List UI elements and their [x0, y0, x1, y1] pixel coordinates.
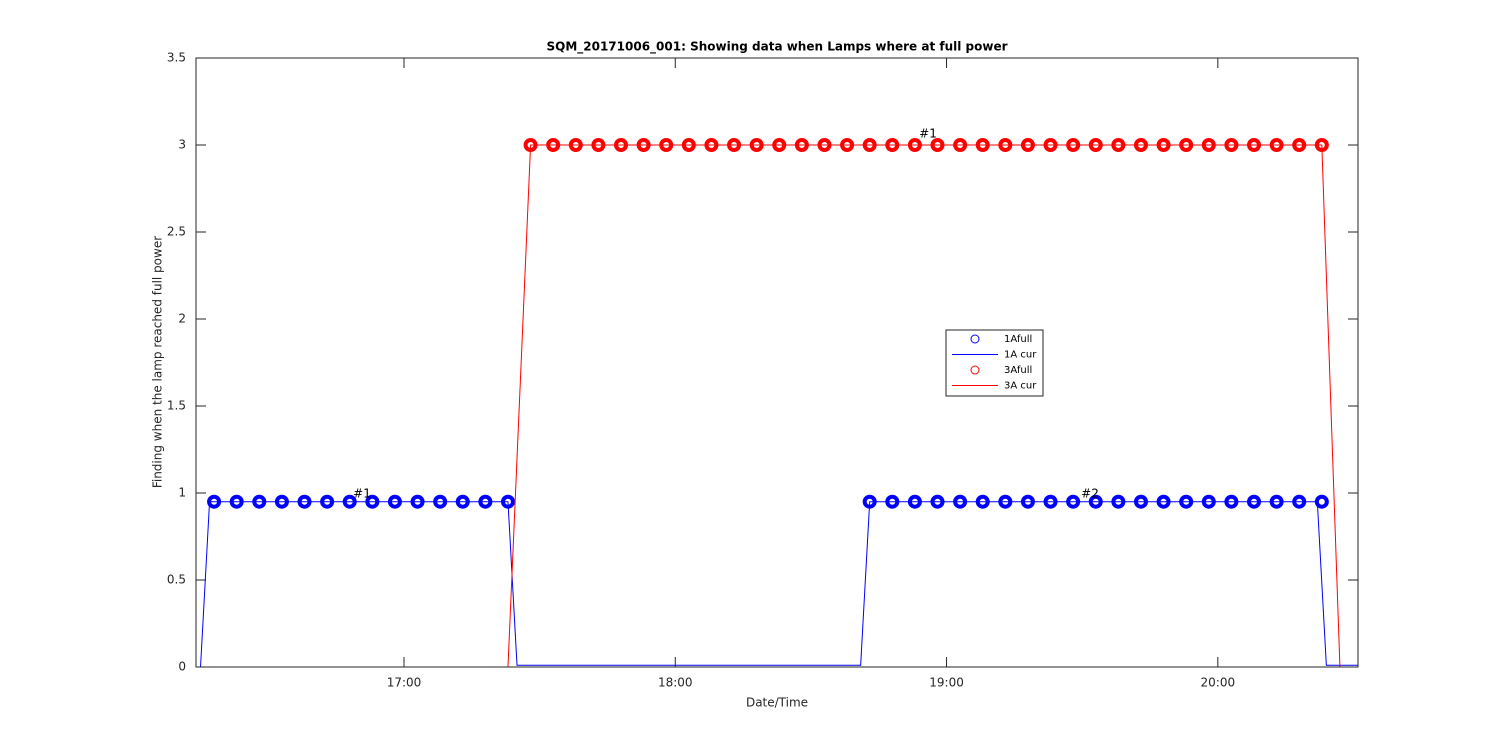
y-tick-label: 2.5	[167, 225, 186, 239]
y-tick-label: 0.5	[167, 573, 186, 587]
series-line	[196, 144, 1358, 668]
legend-marker	[970, 365, 980, 375]
y-tick-label: 0	[178, 660, 186, 674]
annotation: #1	[919, 127, 937, 141]
x-tick-label: 20:00	[1201, 676, 1236, 690]
x-tick-label: 19:00	[929, 676, 964, 690]
x-tick-label: 17:00	[387, 676, 422, 690]
legend-marker	[970, 334, 980, 344]
x-tick-label: 18:00	[658, 676, 693, 690]
annotation: #1	[353, 487, 371, 501]
chart-title: SQM_20171006_001: Showing data when Lamp…	[546, 40, 1007, 55]
y-axis-label: Finding when the lamp reached full power	[151, 236, 165, 488]
marker	[1314, 494, 1329, 509]
y-tick-label: 3	[178, 138, 186, 152]
legend-label: 1A cur	[1004, 350, 1037, 361]
legend-label: 3Afull	[1004, 365, 1032, 376]
legend-label: 3A cur	[1004, 381, 1037, 392]
y-tick-label: 1.5	[167, 399, 186, 413]
annotation: #2	[1081, 487, 1099, 501]
axes-box	[195, 57, 1359, 668]
legend-label: 1Afull	[1004, 334, 1032, 345]
y-tick-label: 1	[178, 486, 186, 500]
x-axis-label: Date/Time	[746, 696, 808, 710]
y-tick-label: 2	[178, 312, 186, 326]
y-tick-label: 3.5	[167, 51, 186, 65]
series-line	[196, 501, 1358, 668]
